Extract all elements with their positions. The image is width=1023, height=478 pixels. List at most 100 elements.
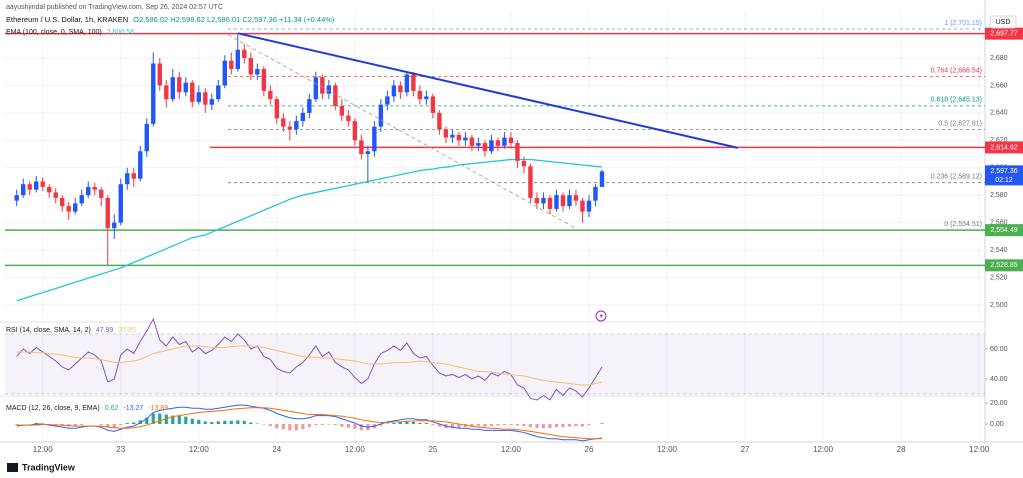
histogram-bar [353,424,357,429]
x-tick-label: 12:00 [969,445,990,454]
candle-body [242,49,247,59]
candle-body [437,112,442,130]
y-tick-label: 2,580 [990,192,1008,199]
histogram-bar [132,422,136,425]
candle-body [339,106,345,116]
candle-body [105,197,110,229]
x-tick-label: 28 [897,445,906,454]
histogram-bar [437,424,441,427]
last-price-label: 2,597.36 [990,168,1017,175]
x-tick-label: 24 [272,445,281,454]
indicator-line [16,404,603,442]
indicator-name: RSI (14, close, SMA, 14, 2) [6,327,91,334]
y-tick-label: 60.00 [990,346,1008,353]
histogram-bar [268,424,272,427]
y-tick-label: 0.00 [990,421,1004,428]
indicator-value: -13.27 [123,405,143,412]
candle-body [53,192,58,198]
price-badge-label: 2,554.49 [990,227,1017,234]
y-tick-label: 2,500 [990,302,1008,309]
candle-body [274,99,280,119]
fib-label: 0 (2,554.51) [944,221,982,228]
histogram-bar [489,424,494,427]
candle-body [229,60,234,69]
histogram-bar [554,424,559,428]
candle-body [203,92,208,105]
histogram-bar [145,417,149,425]
candle-body [372,126,377,152]
histogram-bar [307,424,311,428]
candle-body [125,173,130,185]
candle-body [573,195,579,201]
candle-body [313,77,319,100]
indicator-line [16,407,602,440]
histogram-bar [411,421,415,425]
price-badge-label: 2,697.77 [990,30,1017,37]
indicator-line [16,345,603,386]
indicator-value: 2,600.58 [107,29,134,36]
candle-body [307,99,312,113]
histogram-bar [463,424,468,428]
histogram-bar [580,424,585,427]
candle-body [248,58,254,75]
candle-body [534,197,540,204]
histogram-bar [424,422,428,425]
currency-box [989,15,1017,29]
candle-body [424,96,429,100]
histogram-bar [210,421,214,425]
histogram-bar [177,415,181,425]
x-tick-label: 12:00 [501,445,522,454]
candle-body [144,123,149,152]
x-tick-label: 12:00 [33,445,54,454]
candle-body [521,160,527,167]
candle-body [450,134,455,138]
candle-body [320,77,325,94]
fib-label: 0.236 (2,589.12) [931,174,982,181]
candle-body [359,140,364,155]
candle-body [463,137,468,141]
candle-body [385,96,390,105]
histogram-bar [171,415,175,425]
histogram-bar [255,423,259,425]
candle-body [567,195,572,207]
candle-body [391,85,397,97]
candle-body [196,92,201,102]
candle-body [79,195,84,204]
indicator-title: MACD (12, 26, close, 9, EMA) 0.62 -13.27 -1… [6,405,168,412]
histogram-value: 0.62 [105,405,119,412]
candle-body [287,126,293,130]
histogram-bar [587,424,591,426]
candle-body [21,184,26,196]
last-price-badge [985,165,1023,186]
histogram-bar [119,424,123,426]
histogram-bar [236,420,240,425]
x-tick-label: 25 [428,445,437,454]
indicator-value: 37.85 [118,327,136,334]
histogram-bar [158,413,162,425]
histogram-bar [294,424,298,431]
y-tick-label: 20.00 [990,400,1008,407]
candle-body [86,186,91,196]
histogram-bar [418,422,422,425]
histogram-bar [522,424,526,427]
footer-logo: TradingView [22,462,76,472]
candle-body [235,49,241,69]
histogram-bar [528,424,533,428]
histogram-bar [112,424,116,428]
candle-body [170,77,175,100]
histogram-bar [509,424,513,426]
histogram-bar [242,420,246,425]
candle-body [112,222,117,229]
histogram-bar [164,414,168,425]
histogram-bar [125,422,129,425]
y-tick-label: 2,640 [990,110,1008,117]
ohlc-values: O2,586.02 H2,598.62 L2,586.01 C2,597.36 … [133,15,335,24]
histogram-bar [216,421,220,425]
histogram-bar [457,424,461,429]
x-tick-label: 12:00 [657,445,678,454]
price-badge [985,224,1023,237]
candle-body [580,200,585,212]
histogram-bar [431,424,435,426]
histogram-bar [223,420,227,425]
candle-body [222,60,228,86]
